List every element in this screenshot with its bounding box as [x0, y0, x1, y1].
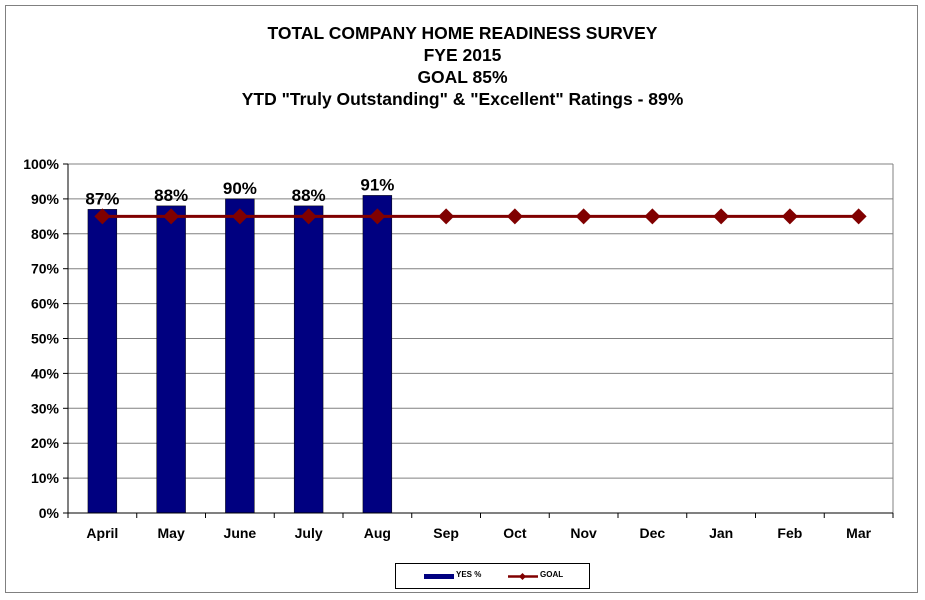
- y-tick-label: 30%: [31, 400, 60, 416]
- y-tick-label: 80%: [31, 226, 60, 242]
- goal-marker: [506, 208, 523, 225]
- bar: [156, 205, 186, 514]
- y-tick-label: 70%: [31, 261, 60, 277]
- bar-data-label: 91%: [360, 175, 394, 194]
- y-tick-label: 60%: [31, 296, 60, 312]
- chart-title: TOTAL COMPANY HOME READINESS SURVEY: [267, 23, 658, 43]
- goal-marker: [438, 208, 455, 225]
- bar: [225, 198, 255, 514]
- goal-marker: [781, 208, 798, 225]
- goal-marker: [713, 208, 730, 225]
- x-tick-label: Dec: [640, 525, 666, 541]
- bar: [362, 195, 393, 514]
- goal-marker: [163, 208, 180, 225]
- bar-data-label: 88%: [292, 186, 326, 205]
- y-tick-label: 100%: [23, 156, 59, 172]
- x-tick-label: April: [86, 525, 118, 541]
- x-tick-label: July: [295, 525, 323, 541]
- bar: [293, 205, 324, 514]
- legend: YES % GOAL: [395, 563, 590, 589]
- legend-diamond-icon: [518, 572, 527, 581]
- goal-marker: [94, 208, 111, 225]
- x-tick-label: Jan: [709, 525, 733, 541]
- legend-label-yes: YES %: [456, 570, 482, 579]
- y-tick-label: 20%: [31, 435, 60, 451]
- goal-marker: [850, 208, 867, 225]
- legend-label-goal: GOAL: [540, 570, 564, 579]
- y-tick-label: 10%: [31, 470, 60, 486]
- y-tick-label: 0%: [39, 505, 60, 521]
- axes: 0% 10% 20% 30% 40% 50% 60% 70% 80% 90% 100% April Ma…: [23, 156, 894, 541]
- chart-title-block: TOTAL COMPANY HOME READINESS SURVEY FYE …: [0, 22, 925, 110]
- x-tick-label: May: [158, 525, 185, 541]
- x-tick-label: Feb: [777, 525, 802, 541]
- bar-series: [87, 195, 393, 514]
- goal-marker: [644, 208, 661, 225]
- data-labels: 87% 88% 90% 88% 91%: [85, 175, 394, 208]
- legend-swatches: [424, 572, 538, 581]
- goal-marker: [300, 208, 317, 225]
- goal-series: [94, 208, 867, 225]
- x-tick-label: Oct: [503, 525, 527, 541]
- bar-data-label: 88%: [154, 186, 188, 205]
- bar: [87, 209, 118, 514]
- bar-data-label: 90%: [223, 179, 257, 198]
- x-tick-label: Sep: [433, 525, 459, 541]
- chart-subtitle-2: GOAL 85%: [417, 67, 508, 87]
- x-tick-label: June: [224, 525, 257, 541]
- bar-data-label: 87%: [85, 189, 119, 208]
- goal-marker: [369, 208, 386, 225]
- x-tick-label: Aug: [364, 525, 391, 541]
- chart-subtitle-1: FYE 2015: [423, 45, 502, 65]
- y-tick-label: 50%: [31, 331, 60, 347]
- y-tick-label: 90%: [31, 191, 60, 207]
- x-tick-label: Nov: [570, 525, 597, 541]
- goal-marker: [231, 208, 248, 225]
- x-tick-label: Mar: [846, 525, 871, 541]
- chart-subtitle-3: YTD "Truly Outstanding" & "Excellent" Ra…: [241, 89, 684, 109]
- goal-marker: [575, 208, 592, 225]
- legend-bar-swatch: [424, 574, 454, 579]
- y-tick-label: 40%: [31, 365, 60, 381]
